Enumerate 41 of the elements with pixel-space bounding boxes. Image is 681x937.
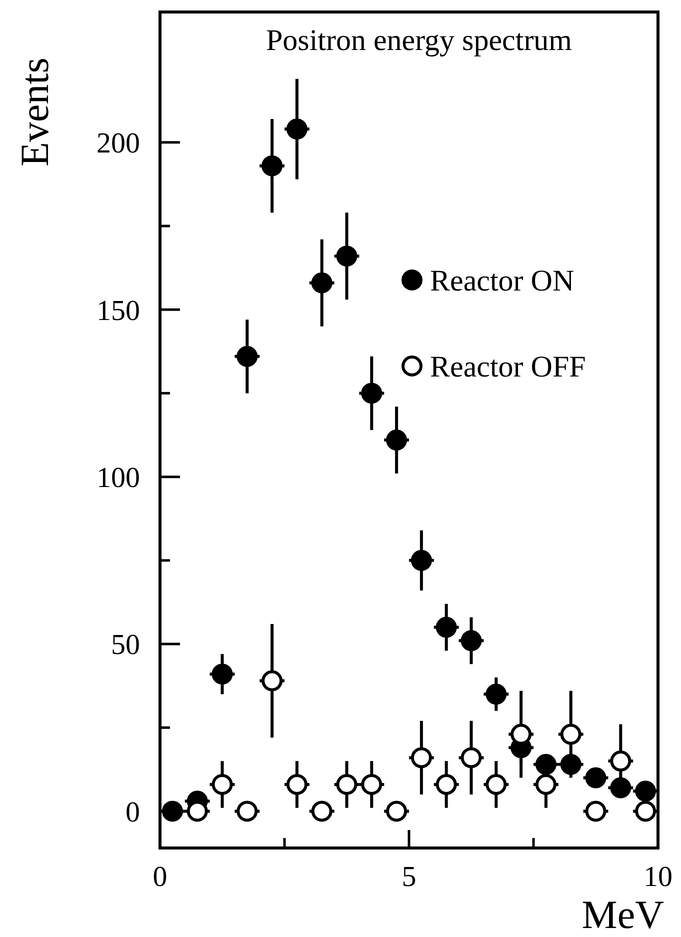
- point: [410, 747, 432, 768]
- y-axis-title: Events: [12, 58, 57, 166]
- point: [436, 616, 457, 638]
- y-tick-label: 50: [111, 629, 140, 662]
- point: [486, 684, 507, 705]
- point: [585, 767, 606, 788]
- point: [361, 382, 382, 404]
- x-tick-label: 10: [644, 861, 672, 893]
- y-tick-label: 150: [96, 294, 140, 327]
- point: [635, 800, 656, 822]
- point: [311, 800, 332, 822]
- point: [386, 430, 408, 451]
- point: [560, 724, 582, 745]
- chart-title: Positron energy spectrum: [266, 24, 572, 57]
- point: [286, 118, 308, 140]
- point: [262, 670, 283, 692]
- point: [262, 155, 283, 176]
- legend-label: Reactor ON: [430, 264, 574, 298]
- point: [610, 750, 632, 772]
- point: [212, 664, 233, 685]
- point: [311, 272, 332, 294]
- point: [585, 800, 606, 822]
- point: [436, 774, 457, 795]
- x-tick-label: 5: [402, 861, 416, 893]
- y-tick-label: 0: [126, 796, 140, 828]
- point: [460, 747, 482, 768]
- point: [212, 774, 233, 795]
- x-axis-title: MeV: [582, 892, 664, 937]
- legend-label: Reactor OFF: [430, 350, 586, 384]
- y-tick-label: 100: [96, 462, 140, 494]
- point: [460, 630, 482, 652]
- y-tick-label: 200: [96, 128, 140, 160]
- point: [236, 346, 258, 367]
- point: [286, 774, 308, 795]
- point: [486, 774, 507, 795]
- point: [410, 550, 432, 571]
- point: [386, 800, 408, 822]
- point: [535, 774, 556, 795]
- point: [336, 246, 358, 267]
- point: [236, 800, 258, 822]
- x-tick-label: 0: [152, 861, 168, 893]
